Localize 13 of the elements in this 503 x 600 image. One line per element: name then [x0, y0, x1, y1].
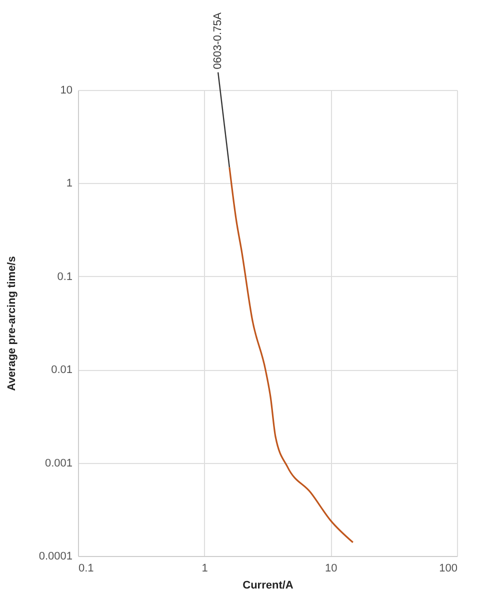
annotation: 0603-0.75A	[212, 12, 224, 70]
y-tick-label: 0.1	[57, 270, 72, 283]
y-tick-label: 10	[60, 84, 72, 96]
x-tick-label: 10	[325, 562, 338, 574]
x-tick-label: 1	[202, 562, 208, 574]
y-axis-title: Average pre-arcing time/s	[6, 256, 18, 391]
y-tick-label: 0.0001	[38, 550, 72, 562]
x-axis-title: Current/A	[242, 580, 294, 592]
x-tick-label: 100	[439, 562, 458, 574]
x-tick-label: 0.1	[78, 562, 94, 574]
y-tick-label: 0.01	[51, 364, 72, 376]
y-tick-label: 0.001	[44, 457, 72, 470]
y-tick-label: 1	[66, 178, 72, 190]
